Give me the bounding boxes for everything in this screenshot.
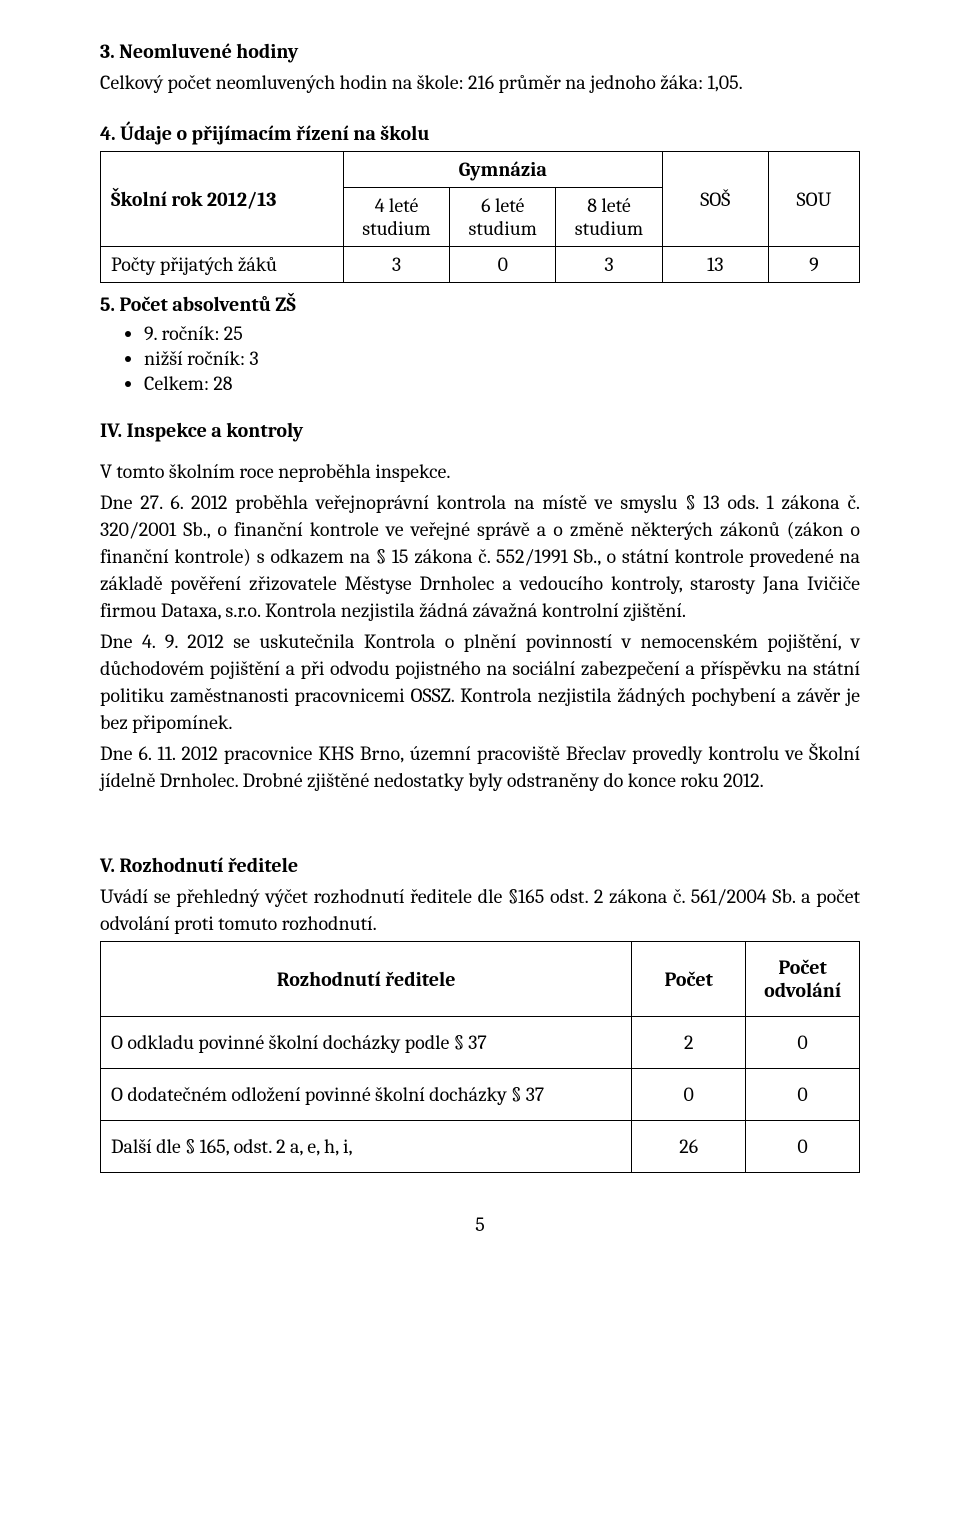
- table1-v1: 3: [343, 247, 449, 283]
- table1-col-sos: SOŠ: [700, 188, 730, 211]
- table1-col-4lete-b: studium: [362, 217, 430, 240]
- table1-col-8lete-a: 8 leté: [587, 194, 630, 217]
- table1-v3: 3: [556, 247, 662, 283]
- table1-col-8lete-b: studium: [575, 217, 643, 240]
- section-V-title: V. Rozhodnutí ředitele: [100, 854, 860, 877]
- section-IV-p4: Dne 6. 11. 2012 pracovnice KHS Brno, úze…: [100, 740, 860, 794]
- section-IV-p1: V tomto školním roce neproběhla inspekce…: [100, 458, 860, 485]
- section-V-intro: Uvádí se přehledný výčet rozhodnutí ředi…: [100, 883, 860, 937]
- table1-v5: 9: [768, 247, 859, 283]
- table2-h3a: Počet: [778, 956, 826, 979]
- bullet-item: Celkem: 28: [144, 372, 860, 395]
- table1-col-6lete-b: studium: [469, 217, 537, 240]
- bullet-item: nižší ročník: 3: [144, 347, 860, 370]
- table1-gymnazia-header: Gymnázia: [343, 152, 662, 188]
- table1-v4: 13: [662, 247, 768, 283]
- table2-r2c1: O dodatečném odložení povinné školní doc…: [101, 1069, 632, 1121]
- section-IV-p2: Dne 27. 6. 2012 proběhla veřejnoprávní k…: [100, 489, 860, 624]
- bullet-item: 9. ročník: 25: [144, 322, 860, 345]
- document-page: 3. Neomluvené hodiny Celkový počet neoml…: [0, 0, 960, 1266]
- section-IV-title: IV. Inspekce a kontroly: [100, 419, 860, 442]
- table1-col-6lete-a: 6 leté: [481, 194, 524, 217]
- table2-h2: Počet: [665, 968, 713, 991]
- section-3-text: Celkový počet neomluvených hodin na škol…: [100, 69, 860, 96]
- section-IV-p3: Dne 4. 9. 2012 se uskutečnila Kontrola o…: [100, 628, 860, 736]
- table2-r1c3: 0: [746, 1017, 860, 1069]
- table2-r2c2: 0: [632, 1069, 746, 1121]
- table2-r1c1: O odkladu povinné školní docházky podle …: [101, 1017, 632, 1069]
- table1-row-label: Počty přijatých žáků: [101, 247, 344, 283]
- table2-r2c3: 0: [746, 1069, 860, 1121]
- table2-r3c3: 0: [746, 1121, 860, 1173]
- admissions-table: Školní rok 2012/13 Gymnázia SOŠ SOU 4 le…: [100, 151, 860, 283]
- table1-col-4lete-a: 4 leté: [375, 194, 419, 217]
- page-number: 5: [100, 1213, 860, 1236]
- section-3-title: 3. Neomluvené hodiny: [100, 40, 860, 63]
- section-5-bullets: 9. ročník: 25 nižší ročník: 3 Celkem: 28: [100, 322, 860, 395]
- table2-r3c1: Další dle § 165, odst. 2 a, e, h, i,: [101, 1121, 632, 1173]
- table2-r1c2: 2: [632, 1017, 746, 1069]
- table1-v2: 0: [450, 247, 556, 283]
- table2-h1: Rozhodnutí ředitele: [277, 968, 456, 991]
- section-4-title: 4. Údaje o přijímacím řízení na školu: [100, 122, 860, 145]
- table2-r3c2: 26: [632, 1121, 746, 1173]
- decisions-table: Rozhodnutí ředitele Počet Počet odvolání…: [100, 941, 860, 1173]
- section-5-title: 5. Počet absolventů ZŠ: [100, 293, 860, 316]
- table1-rowheader: Školní rok 2012/13: [111, 188, 276, 211]
- table1-col-sou: SOU: [797, 188, 832, 211]
- table2-h3b: odvolání: [764, 979, 841, 1002]
